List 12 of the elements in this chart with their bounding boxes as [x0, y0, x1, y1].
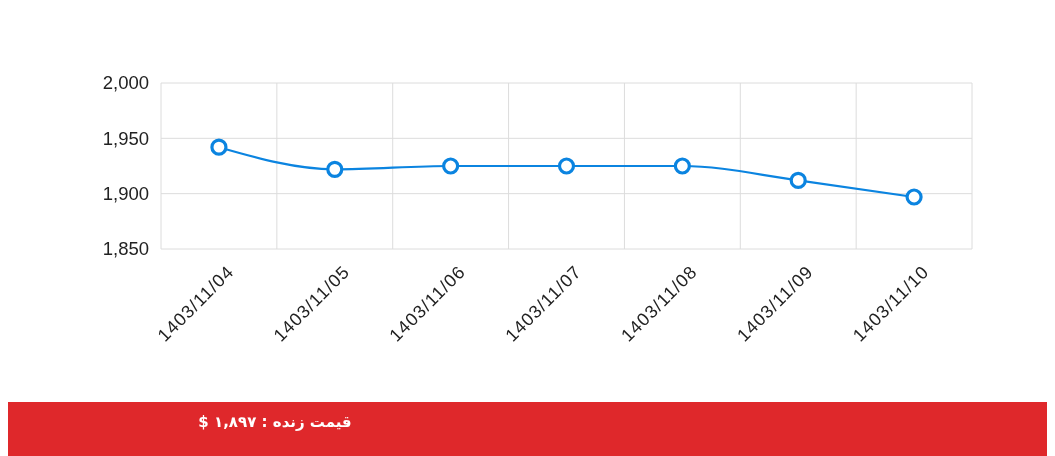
- point: [557, 157, 576, 175]
- point: [905, 188, 923, 206]
- point: [789, 171, 807, 189]
- y-tick-label: 2,000: [102, 72, 149, 94]
- y-tick-label: 1,900: [102, 183, 149, 205]
- point: [673, 157, 691, 175]
- text: قیمت زنده : ۱,۸۹۷ $: [198, 413, 352, 432]
- point: [442, 157, 460, 175]
- point: [210, 138, 228, 156]
- point: [326, 160, 344, 178]
- y-tick-label: 1,850: [102, 238, 149, 260]
- y-tick-label: 1,950: [102, 127, 149, 149]
